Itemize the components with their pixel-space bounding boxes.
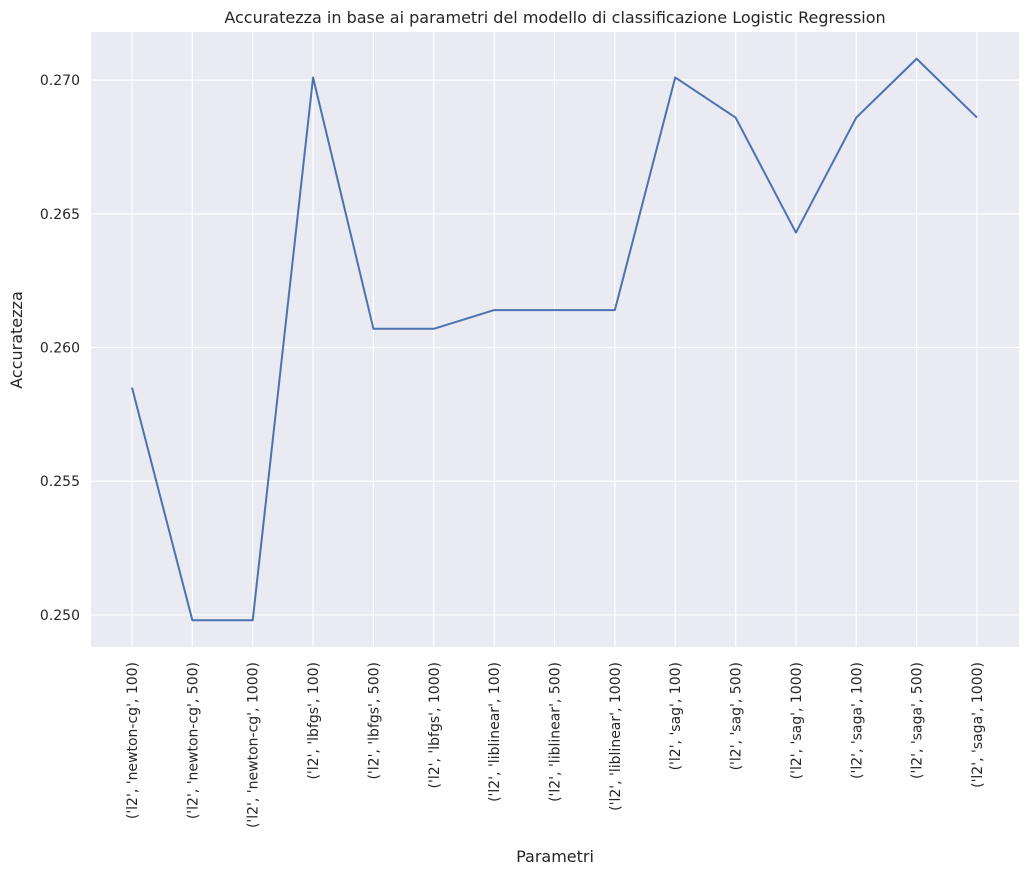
- x-tick-label: ('l2', 'liblinear', 500): [548, 662, 564, 802]
- y-tick-label: 0.255: [40, 474, 80, 490]
- x-tick-label: ('l2', 'lbfgs', 1000): [427, 662, 443, 788]
- x-axis-label: Parametri: [516, 847, 594, 866]
- x-tick-label: ('l2', 'lbfgs', 500): [366, 662, 382, 780]
- x-tick-label: ('l2', 'newton-cg', 500): [185, 662, 201, 819]
- y-tick-labels: 0.250 0.255 0.260 0.265 0.270: [40, 73, 80, 624]
- x-tick-label: ('l2', 'saga', 500): [910, 662, 926, 779]
- y-tick-label: 0.260: [40, 341, 80, 357]
- x-tick-label: ('l2', 'saga', 100): [849, 662, 865, 779]
- y-tick-label: 0.250: [40, 608, 80, 624]
- x-tick-label: ('l2', 'sag', 500): [729, 662, 745, 770]
- x-tick-label: ('l2', 'sag', 1000): [789, 662, 805, 779]
- x-tick-label: ('l2', 'newton-cg', 100): [125, 662, 141, 819]
- x-tick-label: ('l2', 'lbfgs', 100): [306, 662, 322, 780]
- x-tick-label: ('l2', 'sag', 100): [668, 662, 684, 770]
- grid: [91, 32, 1019, 647]
- chart-title: Accuratezza in base ai parametri del mod…: [224, 8, 885, 27]
- y-tick-label: 0.265: [40, 207, 80, 223]
- x-tick-label: ('l2', 'newton-cg', 1000): [246, 662, 262, 828]
- y-tick-label: 0.270: [40, 73, 80, 89]
- y-axis-label: Accuratezza: [7, 291, 26, 389]
- series-line: [131, 57, 978, 622]
- x-tick-label: ('l2', 'saga', 1000): [970, 662, 986, 788]
- x-tick-label: ('l2', 'liblinear', 100): [487, 662, 503, 802]
- x-tick-labels: ('l2', 'newton-cg', 100) ('l2', 'newton-c…: [125, 662, 986, 828]
- x-tick-label: ('l2', 'liblinear', 1000): [608, 662, 624, 811]
